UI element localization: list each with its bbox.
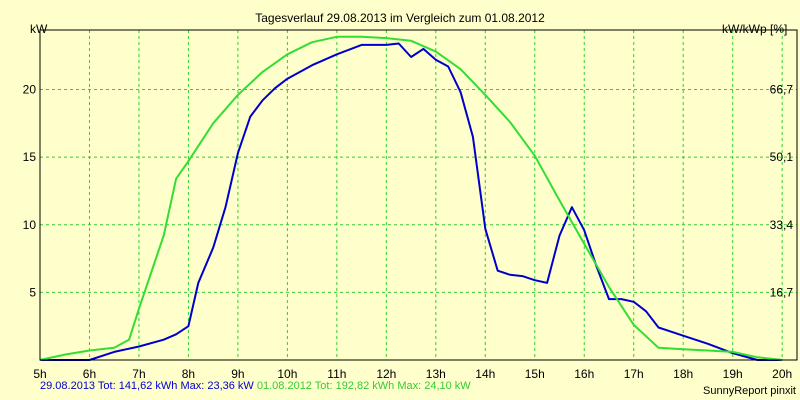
y-left-tick-label: 5 bbox=[29, 285, 36, 299]
y-axis-left-label: kW bbox=[30, 22, 48, 36]
x-tick-label: 16h bbox=[574, 367, 594, 381]
y-axis-right-label: kW/kWp [%] bbox=[722, 22, 787, 36]
y-right-tick-label: 50,1 bbox=[770, 150, 794, 164]
x-tick-label: 14h bbox=[475, 367, 495, 381]
y-left-tick-label: 15 bbox=[23, 150, 37, 164]
y-left-tick-label: 10 bbox=[23, 218, 37, 232]
series-line-1 bbox=[40, 42, 783, 361]
footer-series-1-summary: 29.08.2013 Tot: 141,62 kWh Max: 23,36 kW bbox=[40, 380, 254, 392]
x-tick-label: 12h bbox=[376, 367, 396, 381]
x-tick-label: 9h bbox=[231, 367, 244, 381]
series-lines bbox=[39, 35, 783, 361]
chart-footer: 29.08.2013 Tot: 141,62 kWh Max: 23,36 kW… bbox=[40, 380, 471, 392]
tick-labels: 5h 6h 7h 8h 9h 10h 11h 12h 13h 14h 15h 16h 17h 18h 19h… bbox=[23, 83, 794, 381]
x-tick-label: 7h bbox=[132, 367, 145, 381]
x-tick-label: 15h bbox=[525, 367, 545, 381]
chart-credit: SunnyReport pinxit bbox=[703, 385, 796, 397]
chart-title: Tagesverlauf 29.08.2013 im Vergleich zum… bbox=[255, 11, 545, 25]
x-tick-label: 6h bbox=[83, 367, 96, 381]
grid-lines bbox=[40, 30, 797, 360]
x-tick-label: 10h bbox=[277, 367, 297, 381]
y-right-tick-label: 33,4 bbox=[770, 218, 794, 232]
x-tick-label: 5h bbox=[33, 367, 46, 381]
x-tick-label: 20h bbox=[772, 367, 792, 381]
x-tick-label: 13h bbox=[426, 367, 446, 381]
plot-frame bbox=[39, 29, 798, 361]
y-left-tick-label: 20 bbox=[23, 83, 37, 97]
x-tick-label: 19h bbox=[723, 367, 743, 381]
x-tick-label: 17h bbox=[624, 367, 644, 381]
x-tick-label: 8h bbox=[182, 367, 195, 381]
x-tick-label: 18h bbox=[673, 367, 693, 381]
y-right-tick-label: 66,7 bbox=[770, 83, 794, 97]
footer-series-2-summary: 01.08.2012 Tot: 192,82 kWh Max: 24,10 kW bbox=[256, 380, 471, 392]
y-right-tick-label: 16,7 bbox=[770, 285, 794, 299]
series-line-2 bbox=[39, 35, 783, 361]
x-tick-label: 11h bbox=[327, 367, 346, 381]
